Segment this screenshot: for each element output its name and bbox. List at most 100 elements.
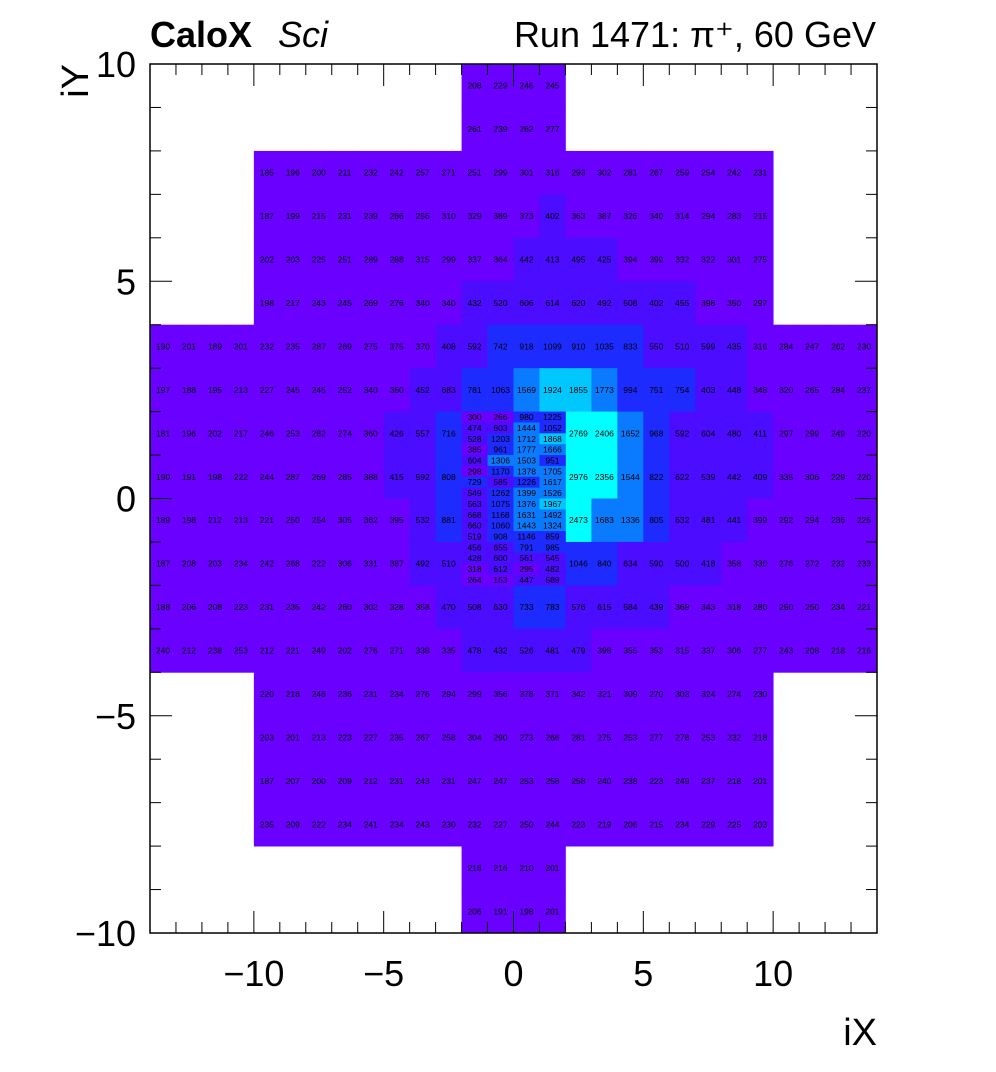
cell-value: 358 — [727, 559, 741, 569]
heatmap-cell — [565, 628, 592, 673]
cell-value: 395 — [390, 515, 404, 525]
heatmap-cell — [695, 585, 722, 630]
cell-value: 251 — [338, 255, 352, 265]
heatmap-cell — [409, 368, 437, 412]
cell-value: 288 — [390, 255, 404, 265]
cell-value: 918 — [519, 341, 533, 351]
cell-value: 250 — [286, 515, 300, 525]
heatmap-cell — [461, 368, 488, 412]
heatmap-cell — [461, 672, 488, 717]
cell-value: 539 — [701, 472, 715, 482]
cell-value: 223 — [571, 819, 585, 829]
cell-value: 253 — [701, 732, 715, 742]
heatmap-cell — [279, 672, 307, 717]
cell-value: 402 — [649, 298, 663, 308]
heatmap-fine-cell — [487, 541, 514, 554]
heatmap-fine-cell — [539, 455, 566, 467]
cell-value: 350 — [727, 298, 741, 308]
heatmap-cell — [435, 759, 462, 804]
heatmap-cell — [591, 585, 618, 630]
cell-value: 306 — [727, 646, 741, 656]
heatmap-cell — [409, 672, 437, 717]
heatmap-cell — [383, 541, 411, 586]
cell-value: 190 — [156, 472, 170, 482]
fine-cell-value: 563 — [467, 499, 481, 509]
heatmap-cell — [721, 498, 748, 543]
heatmap-cell — [539, 368, 566, 412]
cell-value: 271 — [441, 168, 455, 178]
heatmap-cell — [409, 759, 437, 804]
cell-value: 258 — [441, 732, 455, 742]
cell-value: 253 — [519, 776, 533, 786]
cell-value: 399 — [649, 255, 663, 265]
cell-value: 301 — [519, 168, 533, 178]
cell-value: 1773 — [595, 385, 614, 395]
heatmap-cell — [435, 455, 462, 499]
heatmap-cell — [357, 150, 385, 195]
cell-value: 276 — [364, 646, 378, 656]
cell-value: 289 — [364, 255, 378, 265]
cell-value: 1652 — [621, 428, 640, 438]
cell-value: 592 — [467, 341, 481, 351]
heatmap-fine-cell — [513, 552, 540, 565]
cell-value: 240 — [156, 646, 170, 656]
heatmap-cell — [227, 455, 255, 499]
fine-cell-value: 1967 — [543, 499, 562, 509]
heatmap-cell — [513, 585, 540, 630]
cell-value: 219 — [597, 819, 611, 829]
cell-value: 198 — [519, 906, 533, 916]
heatmap-fine-cell — [487, 455, 514, 467]
x-tick-label: 0 — [503, 953, 523, 994]
cell-value: 398 — [597, 646, 611, 656]
heatmap-cell — [409, 237, 437, 282]
cell-value: 316 — [545, 168, 559, 178]
cell-value: 281 — [571, 732, 585, 742]
heatmap-fine-cell — [487, 509, 514, 521]
heatmap-cell — [253, 237, 281, 282]
heatmap-cell — [695, 672, 722, 717]
heatmap-fine-cell — [487, 444, 514, 456]
fine-cell-value: 1443 — [517, 521, 536, 531]
heatmap-cell — [435, 324, 462, 369]
heatmap-cell — [591, 802, 618, 847]
cell-value: 253 — [286, 428, 300, 438]
cell-value: 442 — [727, 472, 741, 482]
cell-value: 243 — [416, 776, 430, 786]
heatmap-cell — [487, 107, 514, 152]
heatmap-cell — [669, 368, 696, 412]
heatmap-cell — [513, 889, 540, 934]
fine-cell-value: 545 — [545, 553, 559, 563]
heatmap-cell — [669, 237, 696, 282]
cell-value: 315 — [416, 255, 430, 265]
heatmap-cell — [201, 585, 229, 630]
heatmap-cell — [799, 411, 826, 456]
fine-cell-value: 447 — [519, 575, 533, 585]
cell-value: 234 — [390, 689, 404, 699]
heatmap-cell — [357, 802, 385, 847]
cell-value: 550 — [649, 341, 663, 351]
cell-value: 223 — [234, 602, 248, 612]
heatmap-fine-cell — [513, 476, 540, 489]
heatmap-cell — [539, 889, 566, 934]
heatmap-cell — [253, 541, 281, 586]
cell-value: 249 — [675, 776, 689, 786]
cell-value: 217 — [234, 428, 248, 438]
heatmap-fine-cell — [539, 465, 566, 478]
heatmap-cell — [150, 585, 177, 630]
fine-cell-value: 589 — [545, 575, 559, 585]
cell-value: 202 — [338, 646, 352, 656]
cell-value: 492 — [416, 559, 430, 569]
heatmap-cell — [539, 759, 566, 804]
heatmap-fine-cell — [461, 531, 488, 543]
cell-value: 232 — [727, 732, 741, 742]
heatmap-cell — [175, 628, 203, 673]
heatmap-cell — [461, 237, 488, 282]
x-axis-title: iX — [843, 1012, 877, 1054]
cell-value: 442 — [519, 255, 533, 265]
fine-cell-value: 985 — [545, 542, 559, 552]
cell-value: 281 — [623, 168, 637, 178]
heatmap-cell — [565, 541, 592, 586]
cell-value: 532 — [416, 515, 430, 525]
heatmap-cell — [513, 715, 540, 760]
